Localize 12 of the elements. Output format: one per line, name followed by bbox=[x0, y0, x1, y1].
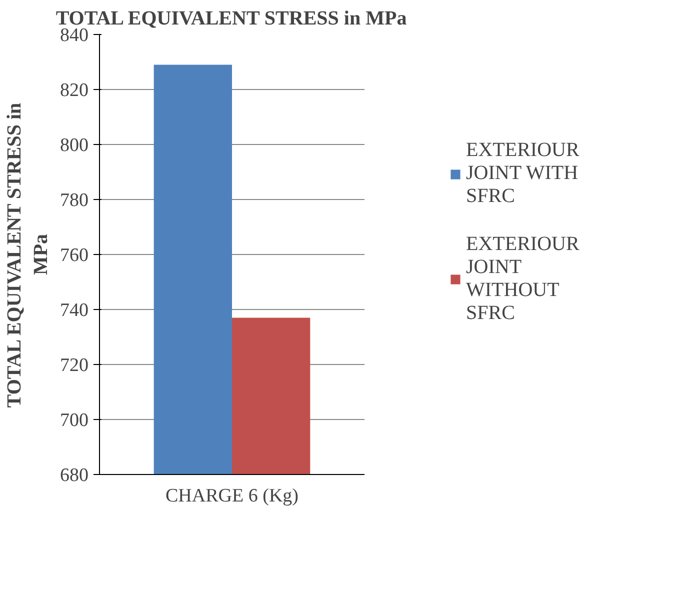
y-tick-label: 760 bbox=[60, 245, 88, 266]
y-tick-label: 720 bbox=[60, 355, 88, 376]
y-tick-label: 700 bbox=[60, 410, 88, 431]
y-axis-title: TOTAL EQUIVALENT STRESS in MPa bbox=[4, 102, 52, 408]
y-tick-label: 680 bbox=[60, 465, 88, 486]
y-tick-label: 800 bbox=[60, 135, 88, 156]
legend-label: EXTERIOUR JOINT WITH SFRC bbox=[466, 139, 580, 208]
y-tick-label: 780 bbox=[60, 190, 88, 211]
legend-label: EXTERIOUR JOINT WITHOUT SFRC bbox=[466, 233, 580, 326]
y-tick-label: 740 bbox=[60, 300, 88, 321]
x-tick-label: CHARGE 6 (Kg) bbox=[166, 486, 299, 506]
y-tick-label: 820 bbox=[60, 80, 88, 101]
